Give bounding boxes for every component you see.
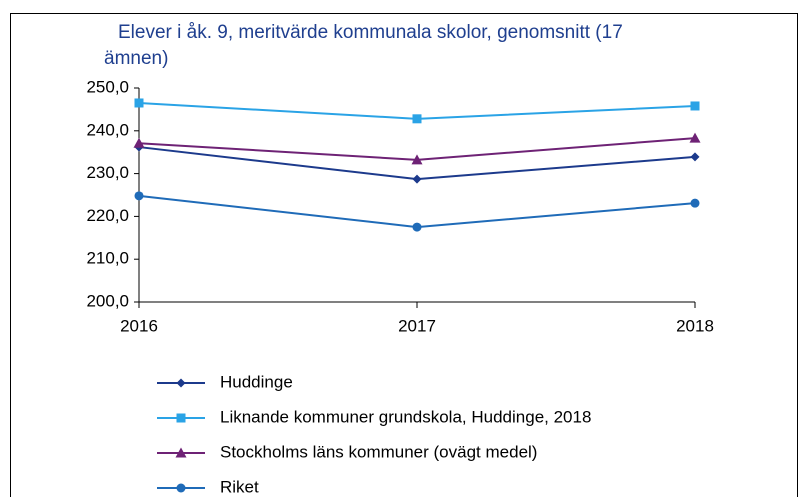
y-tick-label: 210,0 [86,249,129,268]
chart-title: Elever i åk. 9, meritvärde kommunala sko… [104,22,623,69]
series-line [138,194,696,229]
legend-label: Riket [220,477,259,496]
y-tick-label: 200,0 [86,291,129,310]
marker [134,98,144,108]
legend-marker [175,447,187,458]
legend-marker [176,483,186,493]
legend-label: Stockholms läns kommuner (ovägt medel) [220,442,537,461]
y-tick-label: 240,0 [86,120,129,139]
x-tick-label: 2017 [398,316,436,335]
x-tick-label: 2016 [120,316,158,335]
y-tick-label: 250,0 [86,77,129,96]
y-tick-label: 220,0 [86,206,129,225]
marker [134,191,144,201]
legend-label: Liknande kommuner grundskola, Huddinge, … [220,407,591,426]
marker [411,154,423,165]
legend-marker [176,413,186,423]
marker [690,198,700,208]
chart-border [10,13,798,497]
y-tick-label: 230,0 [86,163,129,182]
x-tick-label: 2018 [676,316,714,335]
marker [412,222,422,232]
marker [690,152,700,162]
marker [412,114,422,124]
legend-label: Huddinge [220,372,293,391]
legend-marker [176,378,186,388]
marker [689,132,701,143]
marker [133,137,145,148]
marker [412,174,422,184]
marker [690,101,700,111]
